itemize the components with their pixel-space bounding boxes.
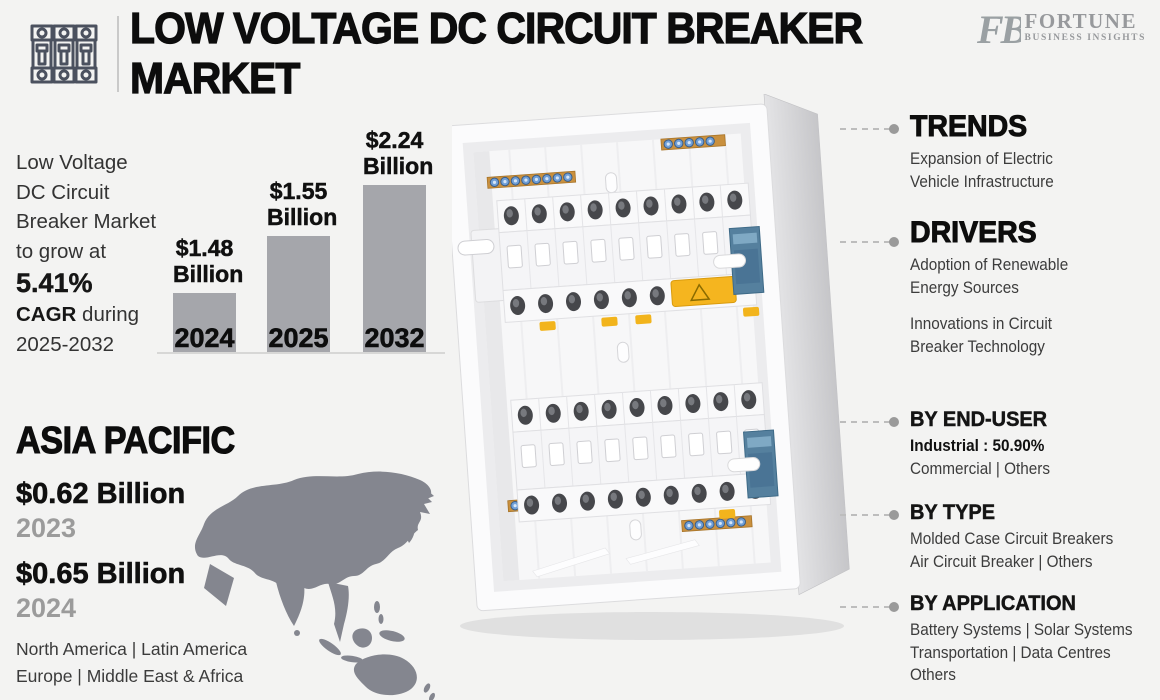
bar-group: $1.55 Billion 2025: [267, 178, 338, 354]
asia-pacific-heading: ASIA PACIFIC: [16, 419, 236, 462]
drivers-body-line: Breaker Technology: [910, 336, 1045, 356]
intro-line: to grow at: [16, 239, 107, 263]
bar-year-label: 2032: [364, 323, 425, 354]
drivers-body-line: Adoption of Renewable: [910, 255, 1069, 274]
leader-type: [840, 510, 899, 520]
type-body-line: Molded Case Circuit Breakers: [910, 529, 1114, 548]
asia-pacific-2024-year: 2024: [16, 593, 77, 623]
end-user-highlight: Industrial : 50.90%: [910, 436, 1045, 455]
asia-pacific-2024-value: $0.65 Billion: [16, 558, 186, 591]
fortune-business-insights-logo: FB FORTUNE BUSINESS INSIGHTS: [977, 10, 1146, 52]
bar-year-label: 2025: [268, 323, 329, 354]
circuit-breaker-icon: [30, 24, 98, 84]
end-user-body-line: Commercial | Others: [910, 458, 1051, 478]
header-divider: [117, 16, 119, 92]
svg-text:FB: FB: [977, 10, 1021, 52]
intro-line: DC Circuit: [16, 180, 110, 204]
circuit-breaker-panel-illustration: [452, 94, 850, 640]
section-type: BY TYPE Molded Case Circuit Breakers Air…: [910, 501, 1160, 573]
regions-list: North America | Latin America Europe | M…: [16, 636, 247, 690]
leader-application: [840, 602, 899, 612]
bar-value-label: $1.48 Billion: [173, 235, 244, 288]
bar-group: $1.48 Billion 2024: [173, 235, 244, 354]
market-size-bar-chart: $1.48 Billion 2024 $1.55 Billion 2025 $2.2…: [155, 126, 447, 354]
drivers-body-line: Innovations in Circuit: [910, 314, 1053, 333]
intro-line: Low Voltage: [16, 151, 128, 174]
bar: [363, 185, 426, 352]
intro-line: 2025-2032: [16, 332, 115, 356]
section-drivers: DRIVERS Adoption of Renewable Energy Sou…: [910, 216, 1160, 358]
bar: [267, 236, 330, 352]
intro-line: CAGR during: [16, 303, 140, 326]
trends-body-line: Vehicle Infrastructure: [910, 171, 1054, 191]
chart-baseline: [157, 352, 445, 354]
leader-drivers: [840, 237, 899, 247]
page-title-line2: MARKET: [129, 53, 300, 103]
leader-trends: [840, 124, 899, 134]
section-trends: TRENDS Expansion of Electric Vehicle Inf…: [910, 110, 1160, 193]
regions-line1: North America | Latin America: [16, 639, 248, 659]
asia-pacific-2023-year: 2023: [16, 513, 77, 543]
bar-value-label: $2.24 Billion: [363, 127, 434, 180]
bar-year-label: 2024: [174, 323, 235, 354]
regions-line2: Europe | Middle East & Africa: [16, 666, 244, 686]
asia-pacific-2023-value: $0.62 Billion: [16, 478, 186, 511]
bar: [173, 293, 236, 352]
section-end-user: BY END-USER Industrial : 50.90% Commerci…: [910, 408, 1160, 480]
leader-end-user: [840, 417, 899, 427]
bar-group: $2.24 Billion 2032: [363, 127, 434, 354]
page-title-line1: LOW VOLTAGE DC CIRCUIT BREAKER: [129, 3, 863, 53]
section-application: BY APPLICATION Battery Systems | Solar S…: [910, 592, 1160, 687]
end-user-heading: BY END-USER: [910, 408, 1048, 432]
market-growth-summary: Low Voltage DC Circuit Breaker Market to…: [16, 148, 156, 359]
drivers-heading: DRIVERS: [910, 216, 1038, 250]
application-body-line: Battery Systems | Solar Systems: [910, 620, 1133, 639]
type-body-line: Air Circuit Breaker | Others: [910, 551, 1093, 571]
logo-word: FORTUNE: [1024, 9, 1137, 33]
application-heading: BY APPLICATION: [910, 592, 1076, 616]
cagr-value: 5.41%: [16, 268, 93, 298]
application-body-line: Others: [910, 665, 956, 684]
trends-body-line: Expansion of Electric: [910, 149, 1053, 168]
type-heading: BY TYPE: [910, 501, 996, 525]
logo-monogram-icon: FB: [977, 10, 1021, 52]
asia-pacific-map: [194, 471, 435, 700]
logo-subtitle: BUSINESS INSIGHTS: [1024, 33, 1146, 43]
intro-line: Breaker Market: [16, 210, 157, 233]
page-title: LOW VOLTAGE DC CIRCUIT BREAKER MARKET: [129, 3, 863, 104]
trends-heading: TRENDS: [910, 110, 1028, 144]
drivers-body-line: Energy Sources: [910, 277, 1019, 297]
bar-value-label: $1.55 Billion: [267, 178, 338, 231]
application-body-line: Transportation | Data Centres: [910, 642, 1111, 662]
